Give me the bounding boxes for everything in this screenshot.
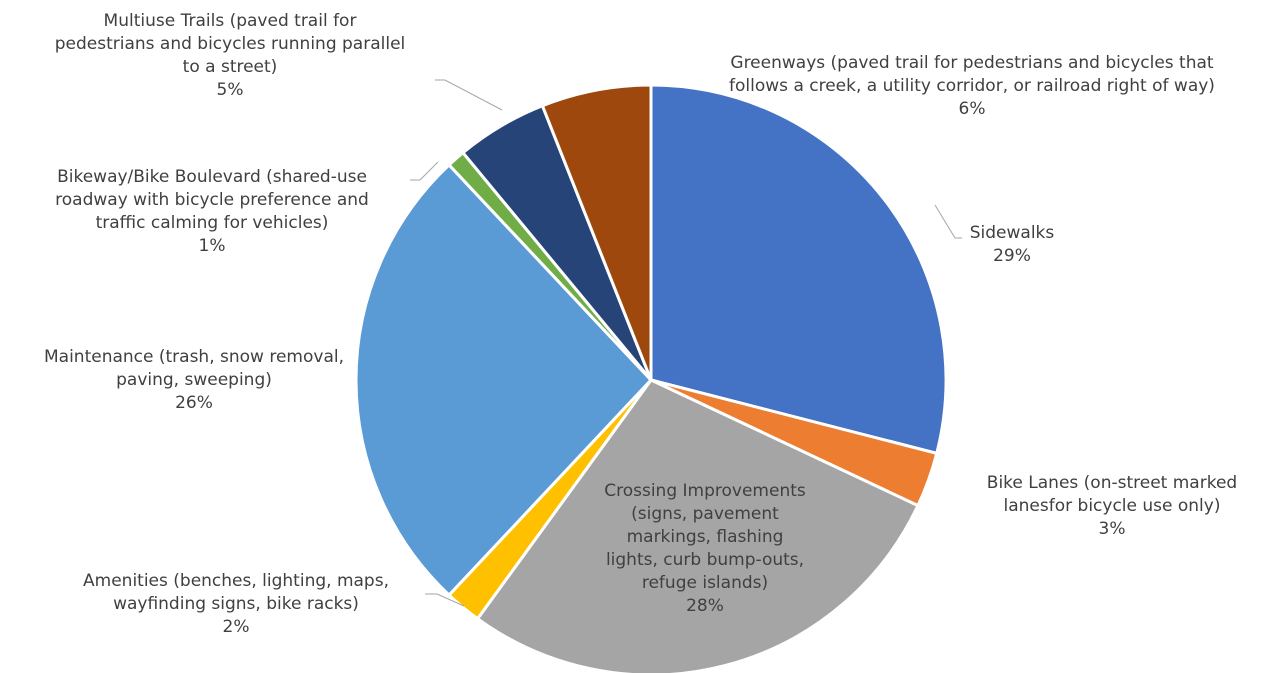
data-label-2-line-0: Crossing Improvements: [604, 481, 806, 501]
data-label-7-line-0: Greenways (paved trail for pedestrians a…: [730, 53, 1214, 73]
data-label-3-line-1: wayfinding signs, bike racks): [113, 594, 359, 614]
data-labels: Sidewalks 29% Bike Lanes (on-street marked…: [44, 11, 1237, 637]
pie-slice-4: [354, 162, 654, 598]
data-label-5-line-2: traffic calming for vehicles): [96, 213, 329, 233]
data-label-3-line-2: 2%: [223, 617, 250, 637]
data-label-2-line-5: 28%: [686, 596, 724, 616]
data-label-4-line-1: paving, sweeping): [116, 370, 272, 390]
data-label-4-line-2: 26%: [175, 393, 213, 413]
leader-line-6: [435, 79, 503, 111]
data-label-0: Sidewalks 29%: [970, 223, 1055, 266]
data-label-0-line-0: Sidewalks: [970, 223, 1055, 243]
data-label-6-line-0: Multiuse Trails (paved trail for: [104, 11, 357, 31]
data-label-2-line-2: markings, flashing: [627, 527, 784, 547]
data-label-5-line-1: roadway with bicycle preference and: [55, 190, 369, 210]
leader-line-5: [410, 161, 439, 181]
data-label-6-line-2: to a street): [183, 57, 278, 77]
pie-slices: [354, 83, 948, 673]
data-label-2-line-4: refuge islands): [642, 573, 768, 593]
data-label-2-line-1: (signs, pavement: [631, 504, 779, 524]
data-label-1: Bike Lanes (on-street marked lanesfor bic…: [987, 473, 1237, 539]
data-label-5-line-0: Bikeway/Bike Boulevard (shared-use: [57, 167, 367, 187]
pie-slice-7: [540, 83, 653, 381]
data-label-7: Greenways (paved trail for pedestrians a…: [729, 53, 1215, 119]
data-label-5: Bikeway/Bike Boulevard (shared-use roadwa…: [55, 167, 369, 256]
data-label-4-line-0: Maintenance (trash, snow removal,: [44, 347, 344, 367]
data-label-4: Maintenance (trash, snow removal, paving,…: [44, 347, 344, 413]
data-label-2-line-3: lights, curb bump-outs,: [606, 550, 804, 570]
data-label-3-line-0: Amenities (benches, lighting, maps,: [83, 571, 389, 591]
data-label-2: Crossing Improvements (signs, pavement mar…: [604, 481, 806, 616]
data-label-0-line-1: 29%: [993, 246, 1031, 266]
data-label-7-line-2: 6%: [959, 99, 986, 119]
data-label-6: Multiuse Trails (paved trail for pedestri…: [55, 11, 406, 100]
data-label-1-line-0: Bike Lanes (on-street marked: [987, 473, 1237, 493]
pie-slice-0: [649, 83, 948, 456]
data-label-7-line-1: follows a creek, a utility corridor, or …: [729, 76, 1215, 96]
leader-line-0: [934, 204, 962, 239]
pie-slice-2: [475, 378, 920, 673]
data-label-1-line-1: lanesfor bicycle use only): [1004, 496, 1221, 516]
data-label-6-line-3: 5%: [217, 80, 244, 100]
leader-lines: [410, 79, 962, 607]
leader-line-3: [425, 593, 465, 607]
data-label-5-line-3: 1%: [199, 236, 226, 256]
data-label-3: Amenities (benches, lighting, maps, wayfi…: [83, 571, 389, 637]
data-label-1-line-2: 3%: [1099, 519, 1126, 539]
data-label-6-line-1: pedestrians and bicycles running paralle…: [55, 34, 406, 54]
